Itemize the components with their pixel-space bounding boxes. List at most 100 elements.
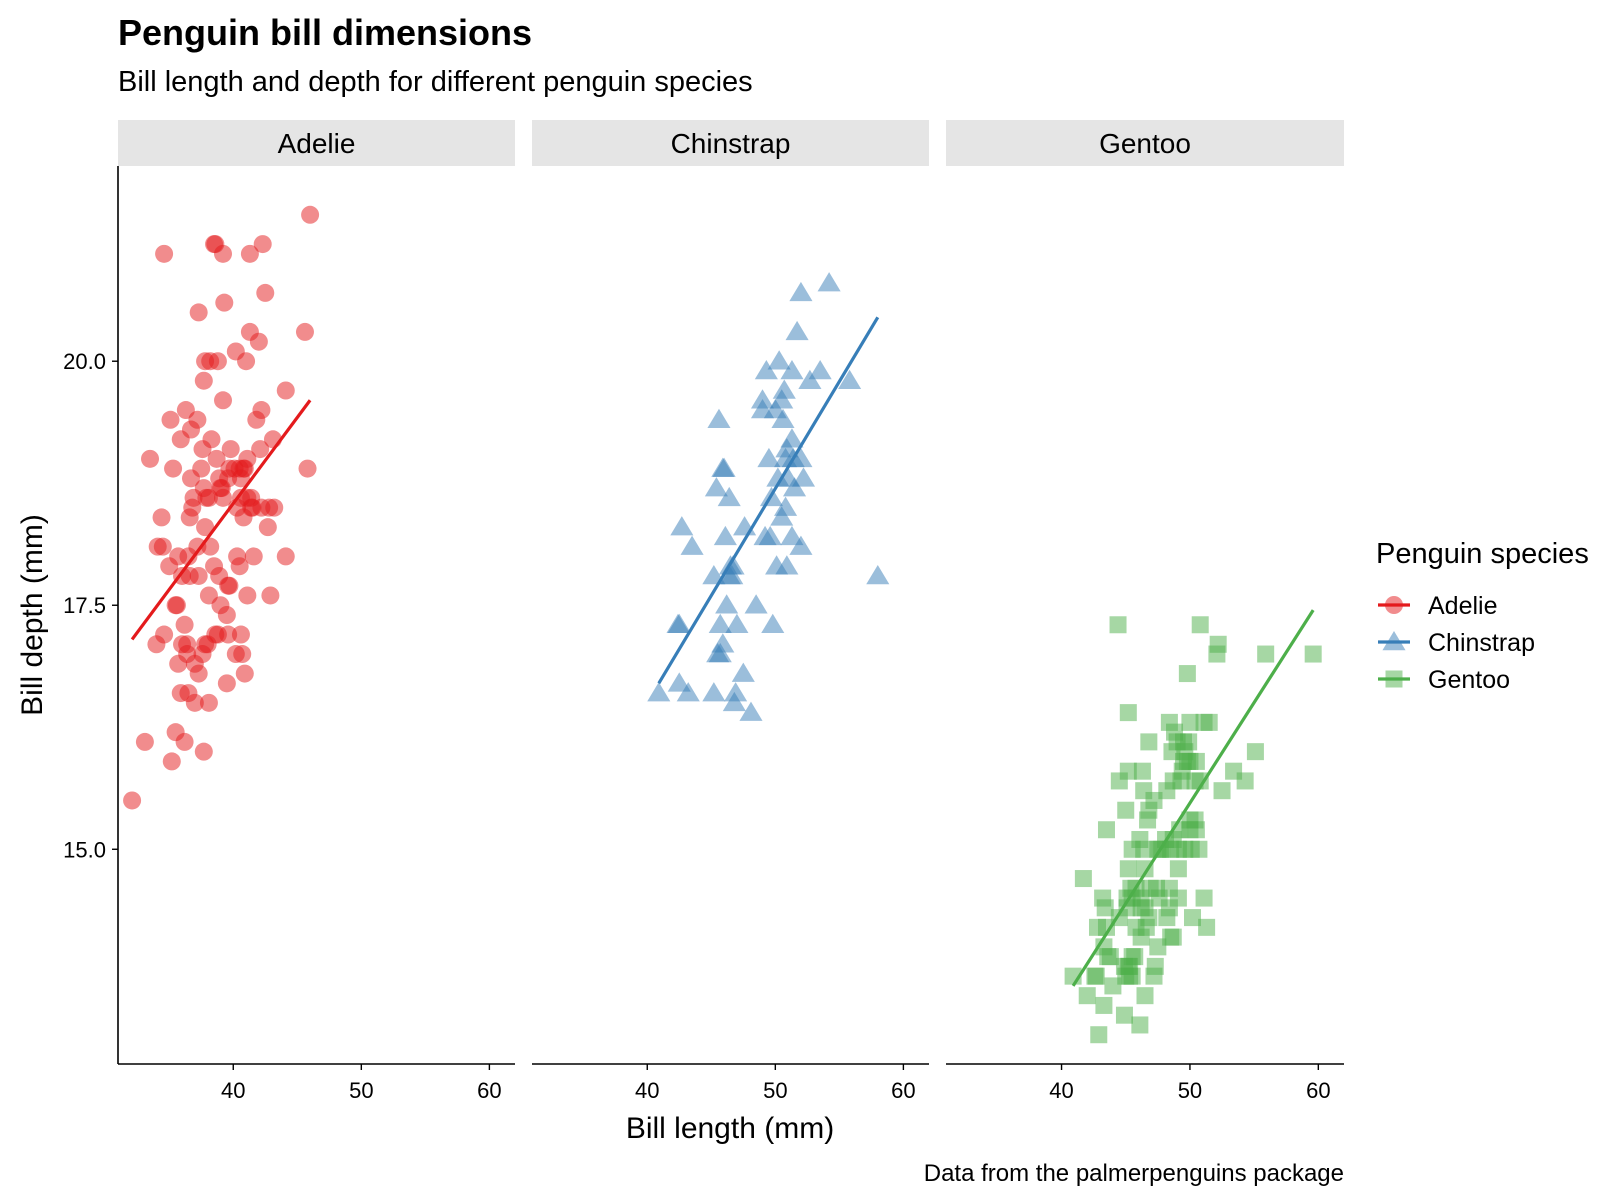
data-point-chinstrap <box>780 428 804 448</box>
data-point-adelie <box>301 205 320 224</box>
data-point-adelie <box>135 732 154 751</box>
data-point-adelie <box>194 371 213 390</box>
data-point-adelie <box>261 586 280 605</box>
data-point-chinstrap <box>789 535 813 555</box>
data-point-chinstrap <box>782 477 807 497</box>
data-point-adelie <box>164 459 183 478</box>
data-point-gentoo <box>1087 967 1105 985</box>
data-point-adelie <box>217 674 236 693</box>
data-point-gentoo <box>1119 704 1137 722</box>
data-point-chinstrap <box>757 447 781 468</box>
data-point-adelie <box>189 566 208 585</box>
trend-line-chinstrap <box>657 316 880 685</box>
facet-label-gentoo: Gentoo <box>1099 128 1191 159</box>
data-point-gentoo <box>1140 909 1158 927</box>
data-point-adelie <box>215 293 234 312</box>
legend: Penguin species Adelie Chinstrap Gentoo <box>1376 538 1589 694</box>
data-point-chinstrap <box>667 613 691 634</box>
data-point-chinstrap <box>744 594 768 614</box>
legend-triangle-icon <box>1382 631 1406 651</box>
data-point-gentoo <box>1145 791 1163 809</box>
data-point-chinstrap <box>789 447 813 468</box>
data-point-adelie <box>238 449 257 468</box>
data-point-adelie <box>276 381 295 400</box>
data-point-gentoo <box>1074 870 1092 888</box>
data-point-adelie <box>240 244 259 263</box>
data-point-adelie <box>189 303 208 322</box>
data-point-chinstrap <box>707 408 731 429</box>
data-point-gentoo <box>1146 957 1164 975</box>
data-point-gentoo <box>1109 616 1127 634</box>
x-tick-label: 50 <box>349 1078 373 1103</box>
data-point-chinstrap <box>774 496 798 516</box>
chart-caption: Data from the palmerpenguins package <box>923 1160 1344 1187</box>
x-tick-label: 40 <box>221 1078 245 1103</box>
data-point-gentoo <box>1133 762 1151 780</box>
data-marks <box>123 205 1322 1044</box>
data-point-chinstrap <box>713 525 737 546</box>
data-point-chinstrap <box>724 682 748 702</box>
data-point-gentoo <box>1181 713 1199 731</box>
data-point-chinstrap <box>680 535 704 555</box>
trend-line-adelie <box>130 399 312 641</box>
data-point-gentoo <box>1115 1006 1133 1024</box>
data-point-gentoo <box>1117 801 1135 819</box>
data-point-chinstrap <box>767 350 791 370</box>
data-point-adelie <box>214 488 233 507</box>
chart-title: Penguin bill dimensions <box>118 12 533 53</box>
data-point-adelie <box>231 625 250 644</box>
x-tick-label: 60 <box>1306 1078 1330 1103</box>
legend-title: Penguin species <box>1376 538 1589 570</box>
data-point-chinstrap <box>866 564 890 585</box>
data-point-adelie <box>185 693 204 712</box>
legend-label: Chinstrap <box>1428 629 1535 657</box>
data-point-gentoo <box>1101 948 1119 966</box>
data-point-gentoo <box>1195 889 1213 907</box>
data-point-gentoo <box>1191 616 1209 634</box>
data-point-adelie <box>202 430 221 449</box>
data-point-chinstrap <box>731 662 755 682</box>
data-point-adelie <box>152 508 171 527</box>
facet-label-adelie: Adelie <box>278 128 356 159</box>
data-point-chinstrap <box>750 389 775 409</box>
facet-label-chinstrap: Chinstrap <box>671 128 791 159</box>
data-point-chinstrap <box>720 564 744 585</box>
facet-strip-gentoo <box>946 120 1344 166</box>
data-point-chinstrap <box>785 320 809 341</box>
data-point-gentoo <box>1169 889 1187 907</box>
data-point-chinstrap <box>708 613 732 634</box>
data-point-gentoo <box>1191 772 1209 790</box>
legend-label: Gentoo <box>1428 666 1510 694</box>
data-point-gentoo <box>1136 987 1154 1005</box>
data-point-gentoo <box>1096 899 1114 917</box>
y-tick-label: 20.0 <box>63 349 106 374</box>
data-point-adelie <box>258 518 277 537</box>
x-tick-label: 40 <box>635 1078 659 1103</box>
data-point-chinstrap <box>715 594 739 614</box>
data-point-gentoo <box>1140 733 1158 751</box>
x-tick-label: 60 <box>891 1078 915 1103</box>
data-point-gentoo <box>1184 909 1202 927</box>
data-point-adelie <box>153 537 172 556</box>
data-point-chinstrap <box>771 408 795 429</box>
data-point-chinstrap <box>722 691 746 712</box>
data-point-chinstrap <box>739 701 763 721</box>
axis-ticks: 40 50 60 40 50 60 40 50 60 15.0 17.5 20.0 <box>63 349 1330 1103</box>
data-point-chinstrap <box>725 613 749 634</box>
data-point-adelie <box>220 576 239 595</box>
data-point-chinstrap <box>704 477 728 497</box>
data-point-adelie <box>175 732 194 751</box>
data-point-adelie <box>276 547 295 566</box>
data-point-adelie <box>253 235 272 254</box>
data-point-gentoo <box>1119 860 1137 878</box>
data-point-gentoo <box>1304 645 1322 663</box>
data-point-gentoo <box>1097 821 1115 839</box>
data-point-chinstrap <box>838 369 862 389</box>
legend-circle-icon <box>1385 596 1403 614</box>
data-point-adelie <box>298 459 317 478</box>
data-point-adelie <box>244 547 263 566</box>
data-point-gentoo <box>1104 977 1122 995</box>
data-point-chinstrap <box>702 682 726 702</box>
data-point-chinstrap <box>817 272 841 292</box>
data-point-chinstrap <box>647 682 671 702</box>
